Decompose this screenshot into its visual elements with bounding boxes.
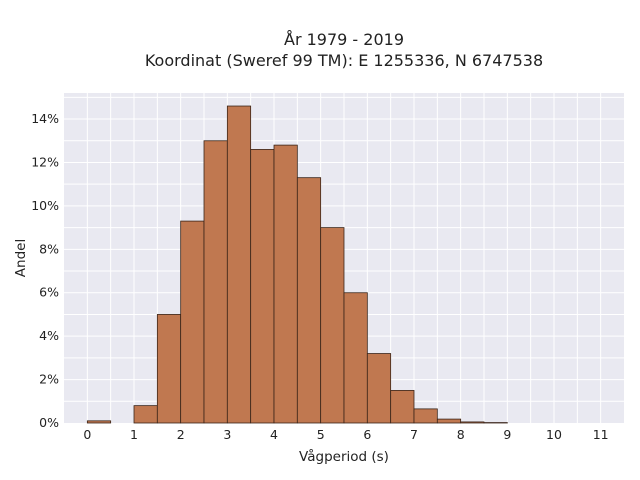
x-axis-ticks: 0 1 2 3 4 5 6 7 8 9 10 11 [83,427,608,442]
histogram-bar [366,353,392,424]
x-tick-label: 4 [270,427,278,442]
x-tick-label: 1 [130,427,138,442]
y-axis-label: Andel [13,239,29,277]
y-tick-label: 14% [31,111,59,126]
histogram-bar [320,227,345,424]
y-tick-label: 4% [39,328,59,343]
x-tick-label: 5 [317,427,325,442]
y-tick-label: 12% [31,154,59,169]
histogram-bar [413,408,438,424]
histogram-bar [180,220,205,424]
x-tick-label: 7 [410,427,418,442]
y-tick-label: 8% [39,241,59,256]
x-tick-label: 10 [546,427,562,442]
y-tick-label: 2% [39,372,59,387]
y-tick-label: 10% [31,198,59,213]
histogram-bar [296,177,322,424]
y-tick-label: 6% [39,285,59,300]
x-tick-label: 0 [83,427,91,442]
histogram-bar [226,105,252,424]
x-tick-label: 11 [593,427,609,442]
histogram-bar [156,314,182,424]
x-tick-label: 8 [457,427,465,442]
histogram-bar [343,292,368,424]
bars [86,105,508,424]
histogram-bar [436,418,462,424]
histogram-bar [86,420,112,424]
x-tick-label: 2 [177,427,185,442]
y-tick-label: 0% [39,415,59,430]
histogram-bar [390,390,415,424]
histogram-bar [273,144,298,424]
y-axis-ticks: 0% 2% 4% 6% 8% 10% 12% 14% [31,111,59,430]
histogram-bar [203,140,228,424]
chart-title-line2: Koordinat (Sweref 99 TM): E 1255336, N 6… [145,51,543,70]
x-tick-label: 3 [223,427,231,442]
x-axis-label: Vågperiod (s) [299,448,389,465]
x-tick-label: 6 [363,427,371,442]
chart-title-line1: År 1979 - 2019 [284,30,404,49]
histogram-bar [460,421,485,424]
x-tick-label: 9 [503,427,511,442]
histogram-bar [250,149,275,424]
histogram-bar [133,405,158,424]
